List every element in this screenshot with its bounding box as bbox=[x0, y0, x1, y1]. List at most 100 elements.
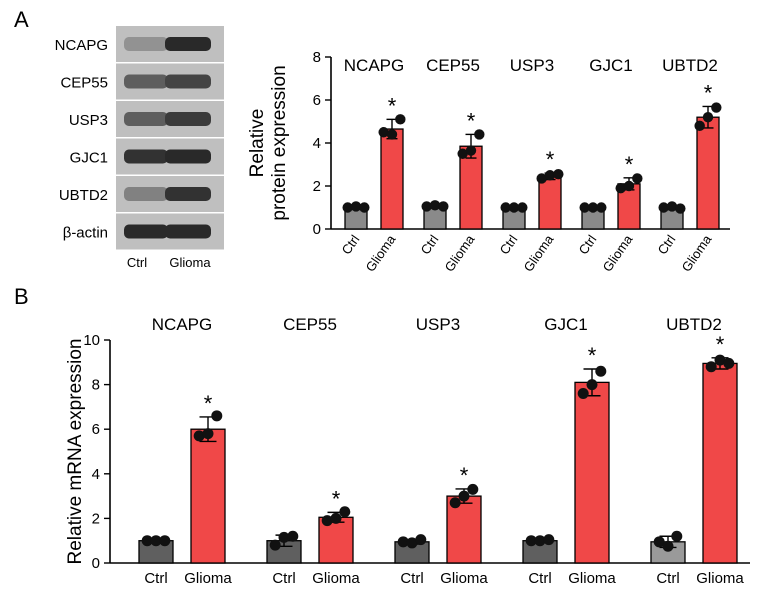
data-point bbox=[269, 539, 281, 551]
data-point bbox=[517, 202, 528, 213]
data-point bbox=[339, 506, 351, 518]
data-point bbox=[508, 202, 520, 213]
y-tick-label: 6 bbox=[313, 92, 321, 109]
data-point bbox=[596, 202, 607, 213]
data-point bbox=[586, 379, 598, 391]
x-tick-label: Glioma bbox=[600, 231, 636, 274]
significance-star: * bbox=[204, 391, 213, 416]
y-tick-label: 6 bbox=[92, 421, 100, 438]
data-point bbox=[671, 530, 683, 542]
data-point bbox=[202, 428, 214, 440]
bar-ncapg-glioma bbox=[190, 428, 226, 564]
y-axis-label: Relative mRNA expression bbox=[65, 339, 86, 565]
gene-label: USP3 bbox=[416, 315, 460, 334]
data-point bbox=[675, 203, 686, 214]
x-tick-label: Glioma bbox=[184, 570, 232, 587]
western-blot: NCAPG CEP55 USP3 GJC1 UBTD2 β-actin Ctrl Glioma bbox=[55, 26, 224, 270]
blot-row-label: CEP55 bbox=[60, 75, 108, 92]
significance-star: * bbox=[588, 343, 597, 368]
gene-label: CEP55 bbox=[426, 56, 480, 75]
x-tick-label: Ctrl bbox=[144, 570, 167, 587]
y-tick-label: 10 bbox=[83, 332, 100, 349]
data-point bbox=[544, 170, 556, 181]
data-point bbox=[702, 112, 714, 123]
data-point bbox=[449, 497, 461, 509]
y-axis-label: Relative bbox=[247, 109, 268, 178]
y-tick-label: 4 bbox=[313, 135, 321, 152]
x-tick-label: Ctrl bbox=[400, 570, 423, 587]
y-tick-label: 4 bbox=[92, 466, 100, 483]
gene-label: NCAPG bbox=[344, 56, 404, 75]
x-tick-label: Ctrl bbox=[656, 570, 679, 587]
significance-star: * bbox=[704, 80, 713, 105]
data-point bbox=[500, 202, 511, 213]
significance-star: * bbox=[467, 108, 476, 133]
blot-row-label: β-actin bbox=[63, 225, 108, 242]
data-point bbox=[421, 201, 432, 212]
blot-band-ctrl bbox=[124, 112, 168, 126]
data-point bbox=[534, 535, 546, 547]
gene-label: UBTD2 bbox=[662, 56, 718, 75]
x-tick-label: Glioma bbox=[568, 570, 616, 587]
data-point bbox=[711, 102, 722, 113]
data-point bbox=[330, 512, 342, 524]
x-tick-label: Ctrl bbox=[272, 570, 295, 587]
data-point bbox=[458, 490, 470, 502]
blot-band-ctrl bbox=[124, 74, 168, 89]
y-axis-label: protein expression bbox=[269, 65, 290, 220]
gene-label: GJC1 bbox=[544, 315, 587, 334]
data-point bbox=[438, 201, 449, 212]
x-tick-label: Glioma bbox=[363, 231, 399, 274]
data-point bbox=[159, 535, 171, 547]
x-tick-label: Ctrl bbox=[339, 232, 363, 257]
data-point bbox=[415, 534, 427, 546]
gene-label: NCAPG bbox=[152, 315, 212, 334]
blot-band-glioma bbox=[165, 37, 211, 51]
data-point bbox=[543, 534, 555, 546]
blot-lane-glioma: Glioma bbox=[169, 255, 211, 270]
blot-band-glioma bbox=[165, 187, 211, 201]
data-point bbox=[595, 365, 607, 377]
bar-usp3-glioma bbox=[538, 175, 562, 230]
data-point bbox=[467, 483, 479, 495]
blot-band-ctrl bbox=[124, 149, 168, 164]
data-point bbox=[623, 180, 635, 192]
data-point bbox=[278, 531, 290, 543]
blot-band-ctrl bbox=[124, 187, 168, 201]
gene-label: UBTD2 bbox=[666, 315, 722, 334]
gene-label: USP3 bbox=[510, 56, 554, 75]
significance-star: * bbox=[625, 152, 634, 177]
data-point bbox=[193, 430, 205, 442]
data-point bbox=[579, 202, 590, 213]
data-point bbox=[395, 114, 406, 125]
data-point bbox=[632, 173, 643, 184]
significance-star: * bbox=[460, 463, 469, 488]
data-point bbox=[587, 202, 599, 213]
bar-ncapg-glioma bbox=[380, 128, 404, 230]
y-tick-label: 0 bbox=[313, 221, 321, 238]
data-point bbox=[553, 168, 564, 180]
blot-band-glioma bbox=[165, 149, 211, 164]
y-tick-label: 0 bbox=[92, 555, 100, 572]
data-point bbox=[359, 202, 370, 213]
x-tick-label: Glioma bbox=[442, 231, 478, 274]
x-tick-label: Ctrl bbox=[655, 232, 679, 257]
bar-ubtd2-glioma bbox=[702, 362, 738, 564]
data-point bbox=[378, 127, 389, 138]
blot-band-glioma bbox=[165, 74, 211, 89]
blot-row-label: GJC1 bbox=[70, 150, 108, 167]
data-point bbox=[694, 120, 705, 131]
data-point bbox=[658, 202, 669, 213]
data-point bbox=[406, 537, 418, 549]
x-tick-label: Ctrl bbox=[528, 570, 551, 587]
x-tick-label: Glioma bbox=[521, 231, 557, 274]
data-point bbox=[474, 129, 485, 140]
data-point bbox=[397, 536, 409, 548]
panel-letter-a: A bbox=[14, 7, 29, 32]
bar-ubtd2-glioma bbox=[696, 116, 720, 230]
data-point bbox=[723, 357, 735, 369]
data-point bbox=[429, 200, 441, 211]
